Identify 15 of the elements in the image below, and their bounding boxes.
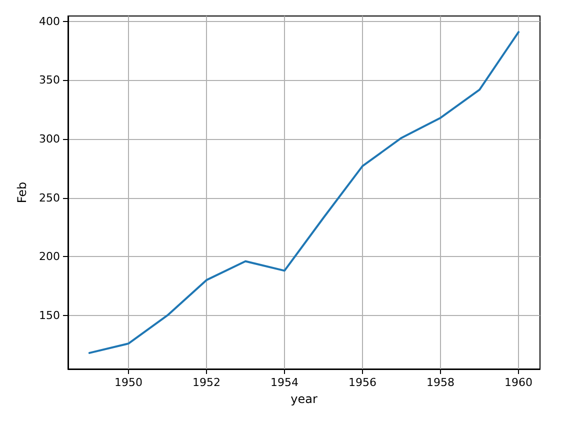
x-tick-label: 1958 (426, 376, 455, 389)
y-tick-label: 200 (39, 250, 60, 264)
y-tick-label: 400 (39, 14, 60, 28)
line-series (88, 31, 520, 354)
y-tick-label: 350 (39, 74, 60, 87)
y-tick-label: 300 (39, 132, 60, 146)
x-tick-label: 1950 (114, 376, 142, 389)
x-tick-label: 1956 (348, 376, 377, 389)
y-tick-label: 250 (39, 191, 60, 204)
x-tick-label: 1952 (192, 376, 220, 389)
x-tick-label: 1954 (270, 376, 298, 389)
x-axis-title: year (290, 392, 318, 406)
y-tick-label: 150 (39, 308, 60, 322)
x-tick-label: 1960 (504, 376, 533, 389)
y-axis-title: Feb (15, 182, 30, 204)
